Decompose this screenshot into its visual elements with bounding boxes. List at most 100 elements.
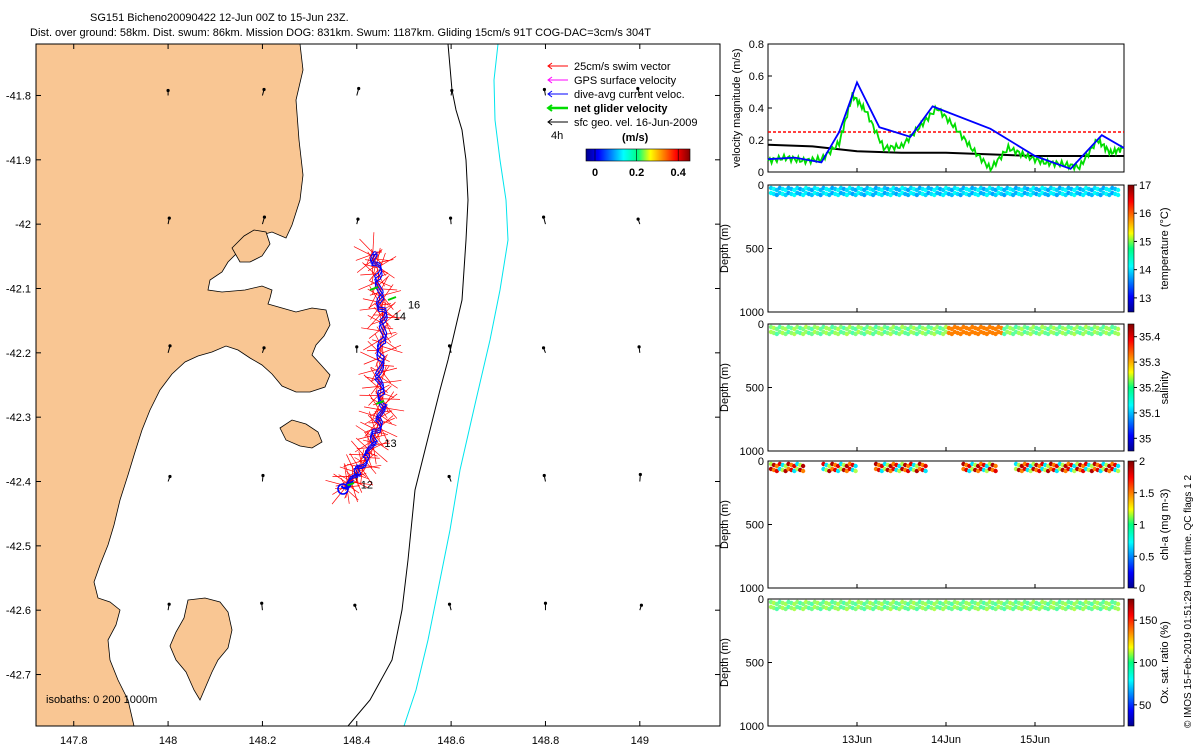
swim-vector [372, 339, 382, 343]
swim-vector [379, 276, 389, 293]
swim-vector [351, 440, 367, 458]
chla-colorbar [1127, 460, 1135, 589]
colorbar-unit: (m/s) [622, 132, 649, 144]
salinity-y-tick-label: 0 [758, 319, 764, 331]
chla-frame [767, 460, 1125, 589]
swim-vector [373, 307, 384, 318]
geo-arrow-head [167, 216, 171, 220]
map-legend: 25cm/s swim vector GPS surface velocity di… [546, 61, 698, 129]
geo-arrow-head [167, 602, 171, 606]
geo-arrow-head [261, 473, 265, 478]
current-track [340, 250, 389, 489]
swim-vector [360, 273, 379, 276]
swim-vector [358, 451, 363, 466]
chla-data-point [1115, 468, 1121, 474]
geo-arrow-head [447, 474, 451, 479]
chla-data-point [923, 468, 928, 474]
geo-arrow-head [541, 346, 546, 350]
oxygen-colorbar-tick-label: 150 [1139, 615, 1157, 627]
swim-vector [380, 303, 391, 306]
temperature-colorbar-tick-label: 13 [1139, 293, 1151, 305]
salinity-colorbar-tick-label: 35.1 [1139, 408, 1160, 420]
geo-arrow-head [542, 87, 547, 92]
swim-vector [383, 309, 401, 325]
swim-vector [383, 302, 386, 321]
geo-arrow-head [355, 345, 359, 349]
swim-vector [365, 376, 380, 381]
map-y-tick-label: -42.7 [6, 670, 31, 682]
isobaths-label: isobaths: 0 200 1000m [46, 694, 157, 706]
temperature-data-point [1115, 187, 1121, 193]
swim-vector [368, 393, 382, 413]
map-frame [35, 43, 721, 727]
chla-colorbar-tick-label: 1 [1139, 520, 1145, 532]
swim-vector [332, 484, 348, 495]
day-label: 16 [408, 300, 420, 312]
isobath-200m [347, 44, 469, 726]
oxygen-y-tick-label: 0 [758, 594, 764, 606]
swim-vector [370, 382, 380, 395]
map-y-tick-label: -42.3 [6, 412, 31, 424]
net-velocity-arrow [369, 286, 379, 291]
geo-arrow-head [637, 345, 641, 349]
swim-vector [366, 251, 373, 266]
swim-vector [364, 432, 373, 446]
chla-data-point [800, 463, 806, 469]
salinity-panel: 0 500 1000 Depth (m) 35 35.1 35.2 35.3 35.4 salin… [719, 319, 1171, 458]
temperature-y-tick-label: 1000 [740, 307, 764, 319]
temperature-colorbar-tick-label: 16 [1139, 208, 1151, 220]
geo-arrow-head [450, 88, 454, 93]
current-track [342, 253, 388, 490]
header-line-2: Dist. over ground: 58km. Dist. swum: 86k… [30, 27, 651, 39]
geo-arrow-head [262, 346, 266, 350]
legend-label: net glider velocity [574, 103, 668, 115]
swim-vector [359, 238, 373, 253]
salinity-colorbar-tick-label: 35.4 [1139, 332, 1160, 344]
geo-arrow-head [357, 86, 361, 91]
swim-vector [376, 409, 379, 428]
land-schouten-island [279, 419, 323, 449]
velocity-y-tick-label: 0 [758, 167, 764, 179]
swim-vector [372, 232, 375, 255]
geo-arrow-head [638, 472, 642, 477]
chla-data-point [923, 463, 928, 469]
swim-vector [360, 466, 374, 486]
geo-arrow-head [262, 215, 267, 219]
geo-arrow-head [543, 601, 548, 605]
swim-vector [381, 345, 403, 354]
map-x-tick-label: 148 [159, 735, 177, 747]
salinity-colorbar [1127, 323, 1135, 452]
oxygen-colorbar-tick-label: 100 [1139, 658, 1157, 670]
chla-colorbar-tick-label: 0 [1139, 583, 1145, 595]
swim-vector [351, 479, 369, 489]
geo-arrow-head [166, 88, 170, 93]
swim-vector [331, 486, 347, 505]
map-y-axis: -41.8 -41.9 -42 -42.1 -42.2 -42.3 -42.4 -42.5 -4… [6, 90, 720, 682]
oxygen-data-point [1115, 601, 1121, 607]
swim-vector [360, 351, 381, 362]
swim-vector [367, 414, 379, 426]
map-y-tick-label: -42.5 [6, 541, 31, 553]
chla-panel: 0 500 1000 Depth (m) 0 0.5 1 1.5 2 chl-a (mg m-3) [719, 456, 1171, 595]
salinity-ylabel: Depth (m) [719, 363, 731, 412]
chla-colorbar-label: chl-a (mg m-3) [1159, 489, 1171, 561]
map-x-tick-label: 148.4 [343, 735, 371, 747]
swim-vector [363, 374, 381, 390]
map-x-axis: 147.8 148 148.2 148.4 148.6 148.8 149 [60, 44, 649, 747]
colorbar-tick-label: 0 [592, 167, 598, 179]
velocity-y-tick-label: 0.8 [749, 39, 764, 51]
swim-vector [379, 410, 393, 418]
copyright-note: © IMOS 15-Feb-2019 01:51:29 Hobart time.… [1183, 475, 1194, 728]
map-y-tick-label: -42 [15, 219, 31, 231]
swim-vector [340, 478, 347, 488]
salinity-frame [767, 323, 1125, 452]
land-freycinet-top [231, 229, 271, 263]
geo-arrow-head [636, 86, 640, 91]
geo-arrow-head [639, 603, 644, 607]
geo-arrow-head [541, 215, 546, 219]
chla-colorbar-tick-label: 1.5 [1139, 488, 1154, 500]
colorbar-tick-label: 0.2 [629, 167, 644, 179]
swim-vector [379, 367, 398, 373]
